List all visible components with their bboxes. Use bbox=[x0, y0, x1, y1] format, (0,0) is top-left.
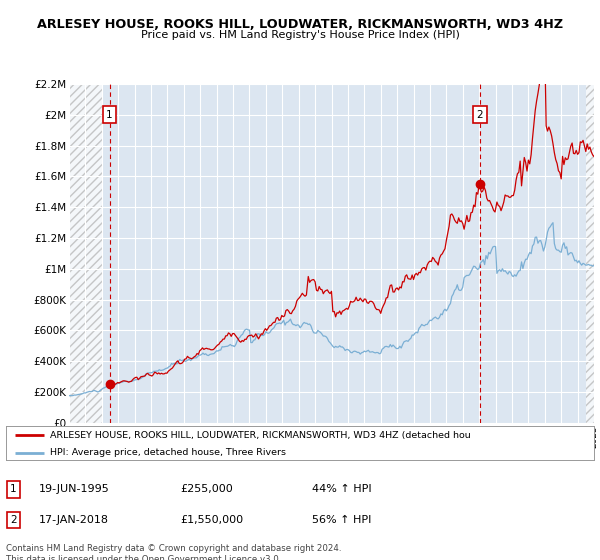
Text: ARLESEY HOUSE, ROOKS HILL, LOUDWATER, RICKMANSWORTH, WD3 4HZ: ARLESEY HOUSE, ROOKS HILL, LOUDWATER, RI… bbox=[37, 18, 563, 31]
Bar bbox=[69, 84, 102, 423]
Text: Price paid vs. HM Land Registry's House Price Index (HPI): Price paid vs. HM Land Registry's House … bbox=[140, 30, 460, 40]
Text: £1,550,000: £1,550,000 bbox=[180, 515, 243, 525]
Text: 1: 1 bbox=[10, 484, 17, 494]
Text: £255,000: £255,000 bbox=[180, 484, 233, 494]
Text: 17-JAN-2018: 17-JAN-2018 bbox=[39, 515, 109, 525]
Text: 44% ↑ HPI: 44% ↑ HPI bbox=[312, 484, 371, 494]
Text: ARLESEY HOUSE, ROOKS HILL, LOUDWATER, RICKMANSWORTH, WD3 4HZ (detached hou: ARLESEY HOUSE, ROOKS HILL, LOUDWATER, RI… bbox=[50, 431, 471, 440]
Text: 56% ↑ HPI: 56% ↑ HPI bbox=[312, 515, 371, 525]
Text: Contains HM Land Registry data © Crown copyright and database right 2024.
This d: Contains HM Land Registry data © Crown c… bbox=[6, 544, 341, 560]
Text: 2: 2 bbox=[10, 515, 17, 525]
Text: HPI: Average price, detached house, Three Rivers: HPI: Average price, detached house, Thre… bbox=[50, 448, 286, 457]
Text: 1: 1 bbox=[106, 110, 113, 120]
Text: 2: 2 bbox=[476, 110, 483, 120]
Bar bbox=[586, 84, 594, 423]
Text: 19-JUN-1995: 19-JUN-1995 bbox=[39, 484, 110, 494]
